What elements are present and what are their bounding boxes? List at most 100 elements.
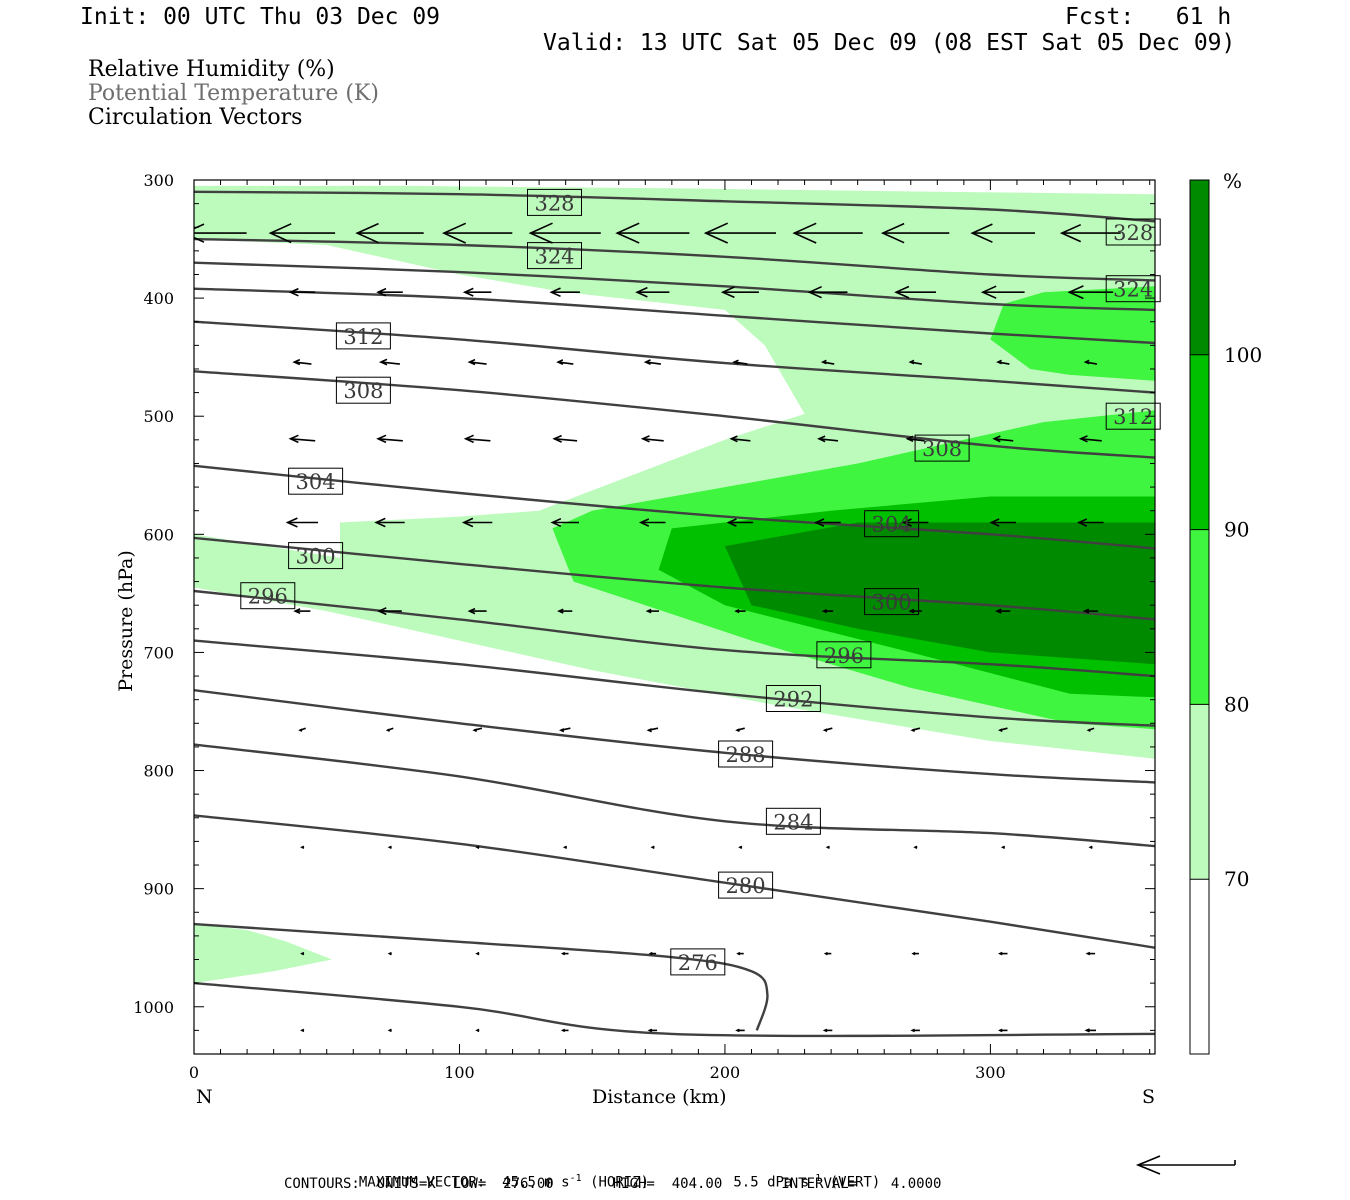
contour-label-text: 304: [296, 470, 336, 494]
vector-arrow: [288, 287, 316, 297]
vector-arrow: [996, 359, 1010, 365]
x-end-label-south: S: [1142, 1086, 1156, 1108]
max-vector-label: MAXIMUM VECTOR:: [358, 1174, 486, 1191]
vector-arrow: [908, 359, 922, 365]
contour-label: 284: [765, 807, 821, 835]
forecast-hour: Fcst: 61 h: [1065, 4, 1232, 30]
theta-contour-328: [194, 190, 1155, 223]
plot-frame: [193, 179, 1156, 1055]
theta-contour-312: [194, 320, 1155, 394]
vector-arrow: [387, 951, 392, 956]
vector-arrow: [288, 434, 316, 444]
contour-label: 288: [718, 740, 774, 768]
vector-arrow: [823, 951, 832, 956]
contour-label: 308: [335, 376, 391, 404]
theta-contour-308: [194, 370, 1155, 459]
vector-arrow: [821, 608, 834, 614]
vector-arrow: [807, 285, 848, 299]
contour-label-text: 308: [343, 379, 383, 403]
vector-arrow: [556, 359, 574, 366]
vector-arrow: [1082, 608, 1098, 614]
vector-arrow: [378, 358, 400, 366]
vector-arrow: [1059, 223, 1121, 243]
vector-arrow: [461, 517, 493, 528]
vector-arrow: [908, 608, 922, 614]
theta-contour-304: [194, 464, 1155, 550]
vector-arrow: [970, 223, 1035, 243]
vector-arrow: [989, 518, 1016, 527]
contour-label-text: 328: [1113, 221, 1153, 245]
vector-arrow: [729, 435, 751, 443]
vector-arrow: [376, 434, 403, 444]
contour-labels: 328 328 324 324 312 308 312 308 304 304 300 296 300 2…: [240, 188, 1161, 976]
contour-label-text: 312: [343, 325, 383, 349]
vector-arrow: [462, 287, 492, 297]
vector-arrow: [647, 1028, 658, 1033]
valid-time: Valid: 13 UTC Sat 05 Dec 09 (08 EST Sat …: [543, 30, 1236, 56]
vector-arrow: [1085, 951, 1096, 956]
max-horiz: 45.5 m s: [502, 1174, 570, 1191]
contour-label: 300: [864, 588, 920, 616]
vector-arrow: [992, 435, 1014, 443]
vector-arrow: [475, 1028, 480, 1033]
colorbar-segment: [1190, 704, 1209, 880]
theta-contour-272: [194, 981, 1155, 1038]
max-vector-arrow: [1135, 1155, 1236, 1175]
vector-arrow: [559, 727, 571, 733]
vector-arrow: [646, 727, 659, 733]
theta-contour-296: [194, 589, 1155, 678]
colorbar-level-label: 90: [1224, 518, 1249, 542]
vector-arrow: [910, 1028, 920, 1033]
y-tick-label: 1000: [133, 998, 174, 1017]
vector-arrow: [475, 951, 480, 956]
colorbar-segment: [1190, 180, 1209, 355]
vector-arrow: [1088, 845, 1093, 850]
contour-label-text: 292: [773, 688, 813, 712]
y-axis-title: Pressure (hPa): [115, 550, 137, 692]
vector-arrow: [1078, 435, 1102, 443]
vector-arrow: [615, 222, 690, 244]
max-vert-exp: -1: [809, 1173, 822, 1184]
colorbar-level-label: 80: [1224, 692, 1249, 716]
x-tick-label: 200: [710, 1063, 741, 1082]
y-tick-label: 900: [143, 880, 174, 899]
vector-arrow: [528, 222, 601, 244]
vector-arrow: [825, 845, 830, 850]
vector-arrow: [293, 608, 311, 615]
vector-arrow: [640, 435, 664, 443]
vector-arrow: [467, 607, 487, 615]
contour-label-text: 324: [534, 245, 574, 269]
contour-label-text: 300: [296, 545, 336, 569]
colorbar-segment: [1190, 354, 1209, 530]
vector-arrow: [650, 845, 655, 850]
contour-label-text: 300: [872, 591, 912, 615]
vector-arrow: [376, 287, 403, 297]
vector-arrow: [550, 517, 579, 528]
x-axis-title: Distance (km): [592, 1086, 727, 1108]
vector-arrow: [905, 435, 925, 443]
max-horiz-exp: -1: [569, 1173, 582, 1184]
contour-label: 308: [914, 434, 970, 462]
vector-arrow: [463, 434, 491, 444]
vector-arrow: [735, 727, 745, 733]
vector-arrow: [997, 727, 1008, 733]
contour-label: 296: [240, 582, 296, 610]
max-horiz-suffix: (HORIZ): [581, 1174, 650, 1191]
vector-arrow: [820, 359, 835, 365]
colorbar-segment: [1190, 529, 1209, 705]
contour-label: 296: [816, 641, 872, 669]
vector-arrow: [814, 518, 841, 527]
legend-vectors: Circulation Vectors: [88, 105, 303, 130]
theta-contour-292: [194, 639, 1155, 727]
contour-label-text: 276: [678, 951, 718, 975]
contour-label: 328: [527, 188, 582, 216]
vector-arrow: [385, 727, 394, 732]
circulation-vectors: [194, 222, 1121, 1033]
theta-contours: [194, 190, 1155, 1038]
contour-label: 304: [864, 510, 920, 538]
vector-arrow: [648, 951, 657, 956]
vector-arrow: [726, 518, 754, 527]
y-tick-label: 700: [143, 643, 174, 662]
vector-arrow: [645, 608, 659, 614]
